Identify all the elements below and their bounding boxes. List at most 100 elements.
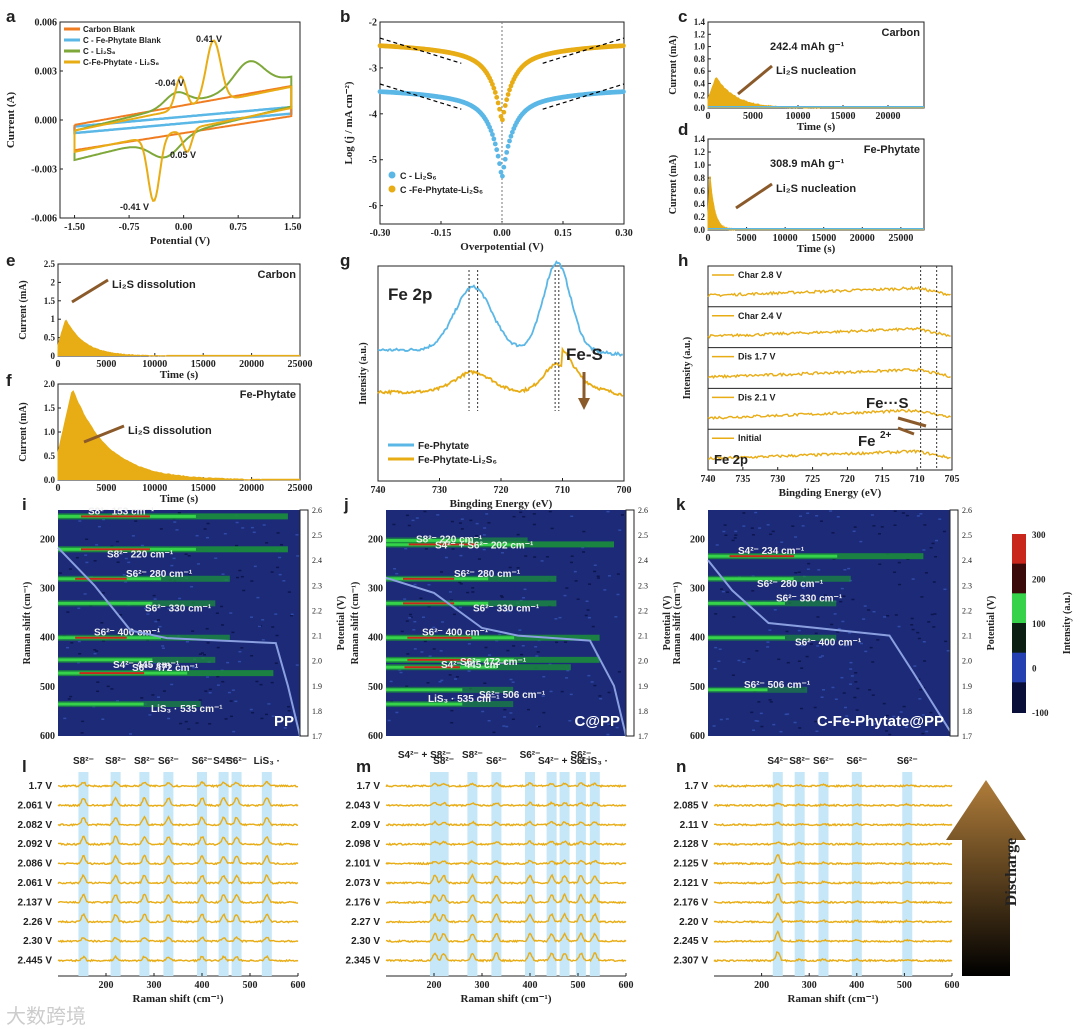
panel-k-noise <box>943 588 947 591</box>
panel-a-x-tick-label: -0.75 <box>119 222 140 233</box>
panel-b-point <box>495 100 501 106</box>
panel-j-noise <box>500 552 504 554</box>
panel-k-noise <box>893 510 897 512</box>
panel-k-noise <box>768 629 772 631</box>
panel-k-noise <box>759 712 763 715</box>
panel-j-noise <box>413 648 417 650</box>
panel-m-potential-label: 2.101 V <box>346 859 381 870</box>
panel-k-noise <box>794 536 798 538</box>
panel-n-spectrum-9 <box>713 951 953 963</box>
panel-f-annotation: Li₂S dissolution <box>128 425 212 437</box>
panel-b-x-tick-label: -0.15 <box>431 228 452 239</box>
panel-l-peak-header: S6²⁻ <box>158 756 179 767</box>
panel-n-band-highlight <box>794 772 805 976</box>
panel-j-noise <box>399 671 403 674</box>
panel-l-potential-label: 2.086 V <box>18 859 53 870</box>
panel-m-x-tick-label: 600 <box>619 980 634 991</box>
panel-j-noise <box>432 626 436 629</box>
panel-i-y2-tick-label: 1.8 <box>312 707 322 716</box>
panel-b-point <box>500 117 505 123</box>
panel-k-noise <box>893 524 897 527</box>
panel-i-y2-tick-label: 2.0 <box>312 657 322 666</box>
panel-j-noise <box>516 533 520 536</box>
panel-i-noise <box>250 526 254 529</box>
panel-b-ylabel: Log (j / mA cm⁻²) <box>343 81 355 164</box>
panel-n-x-tick-label: 600 <box>945 980 960 991</box>
panel-k-noise <box>807 562 811 565</box>
panel-j-noise <box>460 518 464 520</box>
panel-i-noise <box>129 733 133 735</box>
panel-k-noise <box>722 530 726 533</box>
panel-k-noise <box>833 613 837 615</box>
panel-j-noise <box>423 640 427 643</box>
panel-i-noise <box>190 585 194 588</box>
panel-j-noise <box>459 583 463 585</box>
panel-i-noise <box>177 668 181 670</box>
panel-k-noise <box>932 581 936 583</box>
panel-n-potential-label: 2.085 V <box>674 800 709 811</box>
panel-b-point <box>490 132 495 137</box>
panel-k-noise <box>725 718 729 720</box>
panel-k-noise <box>815 514 819 517</box>
discharge-arrow <box>946 780 1026 976</box>
panel-d-y-tick-label: 0.0 <box>694 225 706 235</box>
panel-j-noise <box>545 556 549 558</box>
panel-c-xlabel: Time (s) <box>797 121 836 133</box>
panel-j-band-label: S6²⁻ 330 cm⁻¹ <box>473 603 540 614</box>
panel-l-potential-label: 1.7 V <box>29 781 53 792</box>
panel-h-x-tick-label: 740 <box>701 474 716 485</box>
panel-j-noise <box>511 681 515 683</box>
panel-i-noise <box>122 574 126 576</box>
panel-j-noise <box>616 573 620 575</box>
panel-m-spectrum-9 <box>385 951 627 963</box>
panel-k-noise <box>845 715 849 717</box>
panel-e-y-tick-label: 0.5 <box>44 333 56 343</box>
panel-i-noise <box>229 612 233 614</box>
panel-l-potential-label: 2.30 V <box>23 936 52 947</box>
panel-i-noise <box>115 540 119 543</box>
panel-k-noise <box>791 525 795 527</box>
panel-i-noise <box>229 715 233 718</box>
panel-l-spectrum-7 <box>57 912 299 924</box>
panel-d-y-tick-label: 0.8 <box>694 173 706 183</box>
panel-j-noise <box>450 599 454 602</box>
panel-letter-g: g <box>340 251 350 270</box>
panel-k-noise <box>779 730 783 733</box>
panel-b-x-tick-label: 0.30 <box>615 228 633 239</box>
panel-j-noise <box>503 708 507 711</box>
panel-i-noise <box>161 647 165 649</box>
panel-i-noise <box>241 527 245 529</box>
panel-k-noise <box>801 584 805 586</box>
panel-a-legend-label: C-Fe-Phytate - Li₂S₆ <box>83 58 159 67</box>
panel-i-noise <box>201 652 205 654</box>
panel-j-noise <box>482 534 486 536</box>
panel-e-area <box>57 319 167 357</box>
panel-j-band-hot <box>403 602 455 605</box>
panel-k-band-label: S4²⁻ 234 cm⁻¹ <box>738 546 805 557</box>
panel-i-noise <box>287 591 291 593</box>
panel-k-name: C-Fe-Phytate@PP <box>817 713 944 730</box>
panel-i-band-label: S6²⁻ 472 cm⁻¹ <box>132 663 199 674</box>
panel-h-arrow <box>897 426 915 436</box>
panel-j-band-hot <box>407 658 472 661</box>
panel-j-noise <box>511 718 515 720</box>
panel-k-noise <box>930 613 934 616</box>
panel-k-noise <box>719 718 723 721</box>
panel-b-point <box>502 156 508 162</box>
panel-i-noise <box>84 554 88 556</box>
panel-k-noise <box>923 660 927 662</box>
panel-j-noise <box>596 577 600 579</box>
panel-j-noise <box>587 674 591 677</box>
panel-l-peak-header: S6²⁻ <box>192 756 213 767</box>
panel-i-noise <box>97 525 101 528</box>
panel-j-noise <box>412 629 416 631</box>
panel-k-noise <box>894 614 898 616</box>
panel-k-noise <box>768 699 772 701</box>
panel-j-noise <box>506 610 510 613</box>
panel-k-noise <box>831 686 835 689</box>
panel-j-band-hot <box>407 636 472 639</box>
panel-n-potential-label: 2.128 V <box>674 839 709 850</box>
panel-e-arrow <box>71 278 109 304</box>
panel-j-noise <box>565 677 569 679</box>
panel-k-axis-strip <box>949 509 959 737</box>
